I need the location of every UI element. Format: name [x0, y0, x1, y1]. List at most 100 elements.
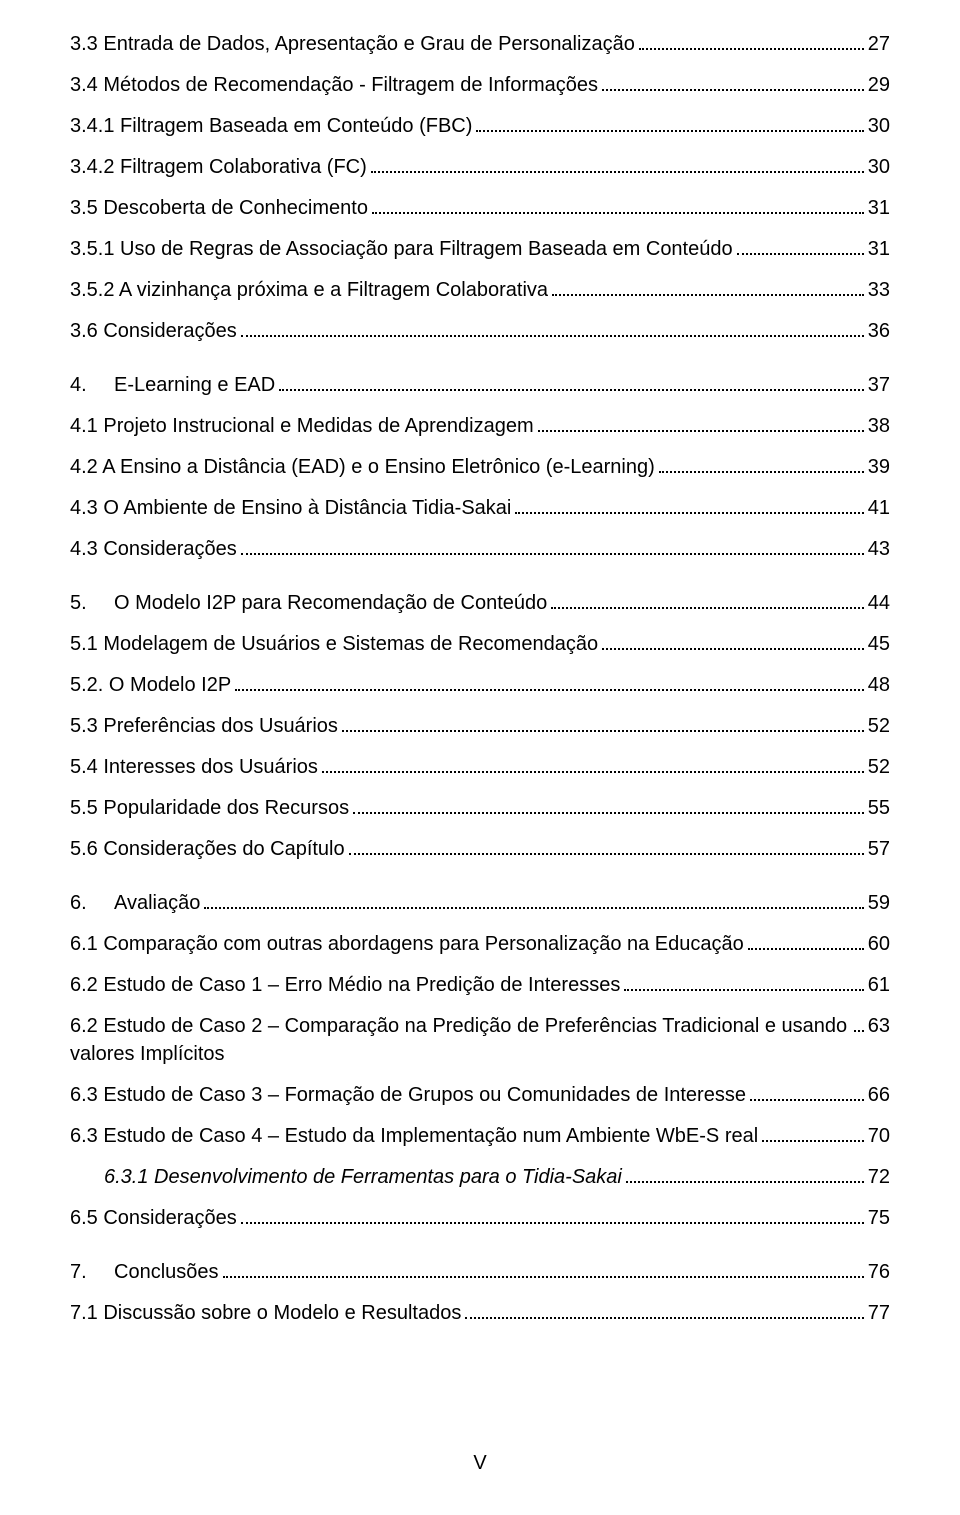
- toc-leader-dots: [241, 321, 864, 337]
- toc-entry-page: 44: [868, 589, 890, 617]
- toc-entry: 3.5.2 A vizinhança próxima e a Filtragem…: [70, 276, 890, 304]
- toc-leader-dots: [538, 416, 864, 432]
- toc-entry: 6.5 Considerações75: [70, 1204, 890, 1232]
- toc-entry-page: 37: [868, 371, 890, 399]
- toc-leader-dots: [372, 198, 864, 214]
- toc-leader-dots: [624, 975, 863, 991]
- toc-entry-title: O Modelo I2P para Recomendação de Conteú…: [114, 589, 547, 617]
- toc-leader-dots: [349, 839, 864, 855]
- toc-chapter-number: 6.: [70, 889, 96, 917]
- toc-leader-dots: [223, 1262, 864, 1278]
- toc-entry-page: 43: [868, 535, 890, 563]
- toc-leader-dots: [639, 34, 864, 50]
- toc-entry-page: 52: [868, 712, 890, 740]
- toc-entry-page: 27: [868, 30, 890, 58]
- toc-leader-dots: [750, 1085, 864, 1101]
- toc-entry: 3.5.1 Uso de Regras de Associação para F…: [70, 235, 890, 263]
- toc-entry: 5.4 Interesses dos Usuários52: [70, 753, 890, 781]
- toc-entry-page: 75: [868, 1204, 890, 1232]
- toc-entry: 6. Avaliação 59: [70, 889, 890, 917]
- toc-entry-title: 6.2 Estudo de Caso 1 – Erro Médio na Pre…: [70, 971, 620, 999]
- toc-leader-dots: [322, 757, 864, 773]
- toc-entry-title: 3.5 Descoberta de Conhecimento: [70, 194, 368, 222]
- toc-entry: 5.5 Popularidade dos Recursos55: [70, 794, 890, 822]
- toc-entry-title: 5.1 Modelagem de Usuários e Sistemas de …: [70, 630, 598, 658]
- toc-entry: 4.2 A Ensino a Distância (EAD) e o Ensin…: [70, 453, 890, 481]
- toc-leader-dots: [659, 457, 864, 473]
- toc-entry: 3.4 Métodos de Recomendação - Filtragem …: [70, 71, 890, 99]
- toc-entry: 5.2. O Modelo I2P48: [70, 671, 890, 699]
- toc-entry-title: 4.1 Projeto Instrucional e Medidas de Ap…: [70, 412, 534, 440]
- page-number-footer: V: [0, 1452, 960, 1475]
- toc-entry-page: 30: [868, 112, 890, 140]
- toc-entry: 5. O Modelo I2P para Recomendação de Cont…: [70, 589, 890, 617]
- toc-entry-page: 63: [868, 1012, 890, 1040]
- toc-entry: 7.1 Discussão sobre o Modelo e Resultado…: [70, 1299, 890, 1327]
- toc-entry-page: 55: [868, 794, 890, 822]
- toc-entry-page: 39: [868, 453, 890, 481]
- toc-leader-dots: [762, 1126, 864, 1142]
- toc-leader-dots: [353, 798, 864, 814]
- toc-entry-title: Avaliação: [114, 889, 200, 917]
- toc-entry-title: 5.3 Preferências dos Usuários: [70, 712, 338, 740]
- toc-entry-page: 59: [868, 889, 890, 917]
- toc-entry-page: 36: [868, 317, 890, 345]
- toc-leader-dots: [626, 1167, 864, 1183]
- toc-entry: 3.4.2 Filtragem Colaborativa (FC)30: [70, 153, 890, 181]
- toc-entry-page: 77: [868, 1299, 890, 1327]
- toc-entry-page: 31: [868, 235, 890, 263]
- toc-entry-title: 3.5.2 A vizinhança próxima e a Filtragem…: [70, 276, 548, 304]
- toc-leader-dots: [602, 634, 864, 650]
- toc-leader-dots: [515, 498, 863, 514]
- toc-entry-page: 72: [868, 1163, 890, 1191]
- toc-entry: 4.3 Considerações 43: [70, 535, 890, 563]
- toc-chapter-number: 7.: [70, 1258, 96, 1286]
- toc-entry: 4.E-Learning e EAD37: [70, 371, 890, 399]
- toc-entry-title: 6.3 Estudo de Caso 3 – Formação de Grupo…: [70, 1081, 746, 1109]
- toc-entry: 7.Conclusões76: [70, 1258, 890, 1286]
- toc-page: 3.3 Entrada de Dados, Apresentação e Gra…: [0, 0, 960, 1515]
- toc-entry-page: 29: [868, 71, 890, 99]
- toc-leader-dots: [737, 239, 864, 255]
- toc-entry-title: 3.5.1 Uso de Regras de Associação para F…: [70, 235, 733, 263]
- toc-entry-title: 5.6 Considerações do Capítulo: [70, 835, 345, 863]
- toc-entry: 3.5 Descoberta de Conhecimento 31: [70, 194, 890, 222]
- toc-entry-page: 31: [868, 194, 890, 222]
- toc-entry-page: 45: [868, 630, 890, 658]
- toc-leader-dots: [371, 157, 864, 173]
- toc-list: 3.3 Entrada de Dados, Apresentação e Gra…: [70, 30, 890, 1327]
- toc-entry-page: 30: [868, 153, 890, 181]
- toc-entry-title: 4.3 Considerações: [70, 535, 237, 563]
- toc-entry-page: 76: [868, 1258, 890, 1286]
- toc-leader-dots: [241, 1208, 864, 1224]
- toc-chapter-number: 5.: [70, 589, 96, 617]
- toc-leader-dots: [552, 280, 864, 296]
- toc-leader-dots: [854, 1016, 864, 1032]
- toc-leader-dots: [235, 675, 864, 691]
- toc-entry: 5.3 Preferências dos Usuários 52: [70, 712, 890, 740]
- toc-entry: 6.3 Estudo de Caso 4 – Estudo da Impleme…: [70, 1122, 890, 1150]
- toc-leader-dots: [476, 116, 863, 132]
- toc-entry-title: 6.3.1 Desenvolvimento de Ferramentas par…: [70, 1163, 622, 1191]
- toc-entry: 3.3 Entrada de Dados, Apresentação e Gra…: [70, 30, 890, 58]
- toc-entry: 6.1 Comparação com outras abordagens par…: [70, 930, 890, 958]
- toc-entry-page: 57: [868, 835, 890, 863]
- toc-entry-title: 3.4 Métodos de Recomendação - Filtragem …: [70, 71, 598, 99]
- toc-entry-title: 4.3 O Ambiente de Ensino à Distância Tid…: [70, 494, 511, 522]
- toc-entry-page: 41: [868, 494, 890, 522]
- toc-chapter-number: 4.: [70, 371, 96, 399]
- toc-entry: 6.2 Estudo de Caso 1 – Erro Médio na Pre…: [70, 971, 890, 999]
- toc-entry: 6.3.1 Desenvolvimento de Ferramentas par…: [70, 1163, 890, 1191]
- toc-entry-page: 38: [868, 412, 890, 440]
- toc-leader-dots: [204, 893, 863, 909]
- toc-entry-title: 4.2 A Ensino a Distância (EAD) e o Ensin…: [70, 453, 655, 481]
- toc-entry-title: 6.3 Estudo de Caso 4 – Estudo da Impleme…: [70, 1122, 758, 1150]
- toc-entry-title: 3.3 Entrada de Dados, Apresentação e Gra…: [70, 30, 635, 58]
- toc-leader-dots: [241, 539, 864, 555]
- toc-entry-title: 6.2 Estudo de Caso 2 – Comparação na Pre…: [70, 1012, 850, 1068]
- toc-leader-dots: [342, 716, 864, 732]
- toc-entry-page: 60: [868, 930, 890, 958]
- toc-entry-title: 3.4.1 Filtragem Baseada em Conteúdo (FBC…: [70, 112, 472, 140]
- toc-entry-page: 61: [868, 971, 890, 999]
- toc-entry-title: 3.6 Considerações: [70, 317, 237, 345]
